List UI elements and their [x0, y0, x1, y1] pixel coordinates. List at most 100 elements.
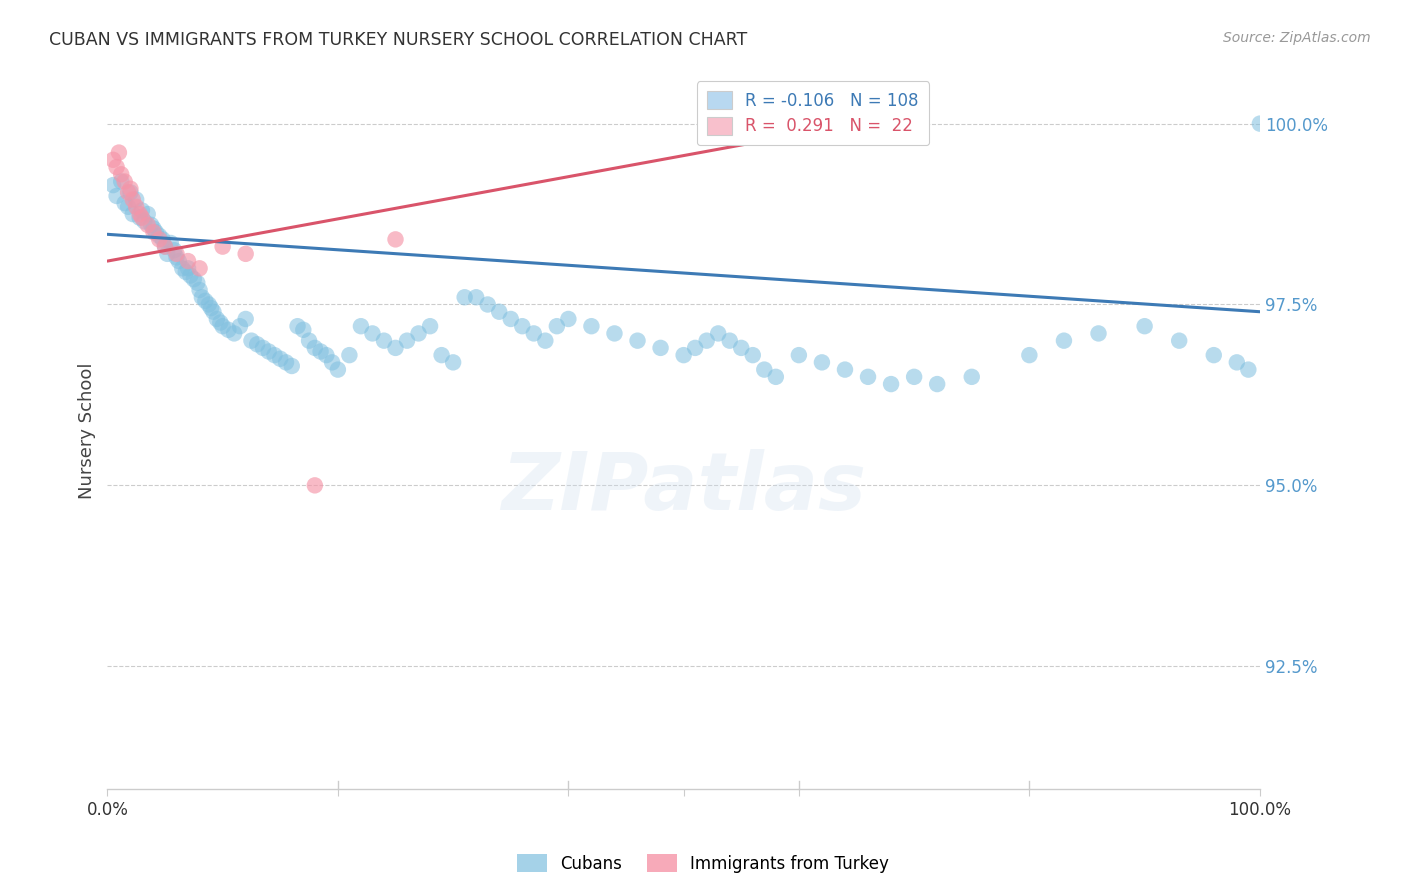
Point	[395, 334, 418, 348]
Point	[101, 178, 124, 193]
Point	[903, 369, 925, 384]
Point	[339, 348, 361, 362]
Point	[707, 326, 730, 341]
Point	[430, 348, 453, 362]
Point	[198, 297, 221, 311]
Point	[120, 182, 142, 196]
Point	[246, 337, 269, 351]
Point	[224, 326, 246, 341]
Point	[309, 344, 332, 359]
Point	[121, 193, 143, 207]
Point	[217, 323, 239, 337]
Point	[152, 232, 174, 246]
Point	[350, 319, 373, 334]
Point	[672, 348, 695, 362]
Point	[292, 323, 315, 337]
Point	[172, 261, 194, 276]
Point	[626, 334, 648, 348]
Point	[811, 355, 834, 369]
Point	[128, 207, 150, 221]
Point	[148, 228, 170, 243]
Point	[1168, 334, 1191, 348]
Point	[1087, 326, 1109, 341]
Point	[200, 301, 222, 315]
Point	[927, 377, 949, 392]
Point	[546, 319, 568, 334]
Point	[145, 225, 167, 239]
Point	[141, 218, 163, 232]
Point	[315, 348, 337, 362]
Point	[754, 362, 776, 376]
Point	[209, 316, 232, 330]
Point	[499, 312, 522, 326]
Point	[269, 351, 291, 366]
Point	[211, 239, 233, 253]
Point	[177, 254, 200, 268]
Text: ZIPatlas: ZIPatlas	[501, 450, 866, 527]
Point	[156, 247, 179, 261]
Point	[101, 153, 124, 167]
Point	[229, 319, 252, 334]
Point	[373, 334, 395, 348]
Point	[142, 225, 165, 239]
Point	[194, 293, 217, 308]
Point	[1237, 362, 1260, 376]
Point	[1249, 117, 1271, 131]
Point	[179, 268, 201, 283]
Point	[321, 355, 343, 369]
Point	[384, 341, 406, 355]
Legend: R = -0.106   N = 108, R =  0.291   N =  22: R = -0.106 N = 108, R = 0.291 N = 22	[697, 81, 929, 145]
Point	[235, 247, 257, 261]
Point	[787, 348, 810, 362]
Text: CUBAN VS IMMIGRANTS FROM TURKEY NURSERY SCHOOL CORRELATION CHART: CUBAN VS IMMIGRANTS FROM TURKEY NURSERY …	[49, 31, 748, 49]
Point	[477, 297, 499, 311]
Point	[510, 319, 533, 334]
Point	[167, 254, 190, 268]
Point	[441, 355, 464, 369]
Point	[683, 341, 706, 355]
Point	[603, 326, 626, 341]
Point	[153, 239, 176, 253]
Point	[131, 211, 153, 225]
Point	[534, 334, 557, 348]
Point	[110, 174, 132, 188]
Point	[240, 334, 263, 348]
Point	[136, 218, 159, 232]
Point	[765, 369, 787, 384]
Point	[183, 272, 205, 286]
Point	[453, 290, 475, 304]
Point	[205, 312, 228, 326]
Point	[326, 362, 349, 376]
Point	[650, 341, 672, 355]
Point	[191, 290, 214, 304]
Point	[880, 377, 903, 392]
Point	[131, 203, 153, 218]
Point	[384, 232, 406, 246]
Point	[105, 160, 128, 174]
Text: Source: ZipAtlas.com: Source: ZipAtlas.com	[1223, 31, 1371, 45]
Point	[304, 341, 326, 355]
Point	[696, 334, 718, 348]
Point	[361, 326, 384, 341]
Point	[465, 290, 488, 304]
Point	[105, 189, 128, 203]
Point	[252, 341, 274, 355]
Point	[114, 174, 136, 188]
Point	[287, 319, 309, 334]
Point	[121, 207, 143, 221]
Point	[202, 304, 225, 318]
Point	[298, 334, 321, 348]
Point	[153, 239, 176, 253]
Point	[1226, 355, 1249, 369]
Point	[163, 244, 186, 258]
Point	[419, 319, 441, 334]
Point	[136, 207, 159, 221]
Point	[408, 326, 430, 341]
Point	[128, 211, 150, 225]
Point	[523, 326, 546, 341]
Point	[281, 359, 304, 373]
Point	[120, 186, 142, 200]
Point	[1133, 319, 1156, 334]
Point	[235, 312, 257, 326]
Point	[174, 265, 197, 279]
